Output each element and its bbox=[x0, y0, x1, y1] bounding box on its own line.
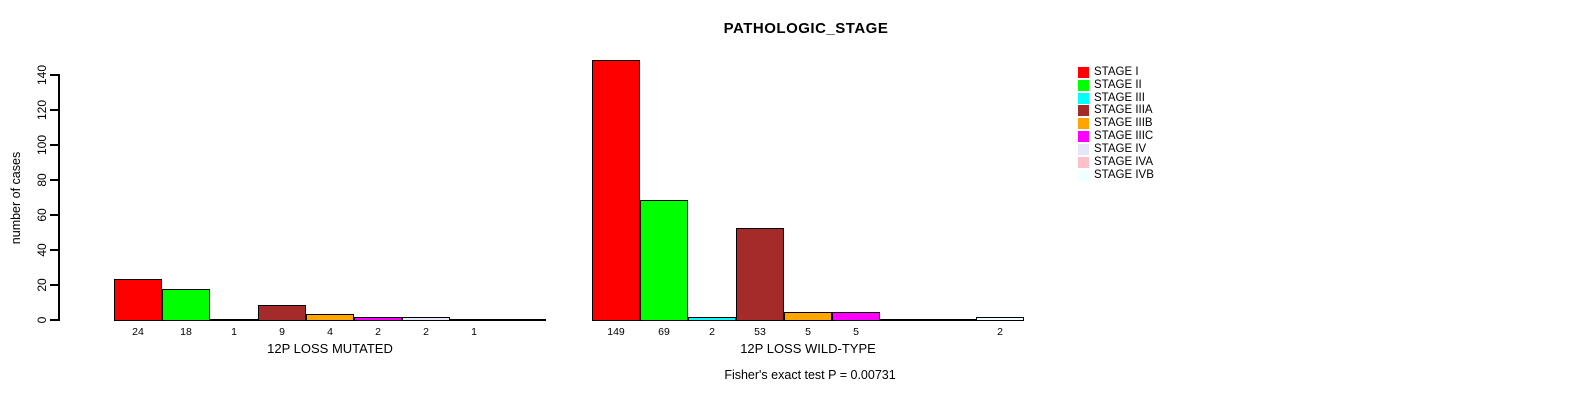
legend-label: STAGE IIIA bbox=[1094, 104, 1153, 117]
bar-value-label: 18 bbox=[180, 326, 192, 338]
y-tick bbox=[50, 74, 58, 76]
legend-swatch-stage-ii bbox=[1078, 79, 1089, 91]
y-tick bbox=[50, 214, 58, 216]
bar-value-label: 5 bbox=[805, 326, 811, 338]
bar-value-label: 4 bbox=[327, 326, 333, 338]
legend-item-stage-iiic: STAGE IIIC bbox=[1078, 130, 1154, 143]
legend-swatch-stage-iii bbox=[1078, 92, 1089, 104]
legend-label: STAGE IV bbox=[1094, 142, 1147, 155]
legend-swatch-stage-iiic bbox=[1078, 131, 1089, 143]
bar-value-label: 2 bbox=[997, 326, 1003, 338]
bar-stage-iiib bbox=[784, 312, 832, 321]
y-tick bbox=[50, 109, 58, 111]
group-label-mutated: 12P LOSS MUTATED bbox=[267, 341, 393, 356]
bar-stage-iiia bbox=[736, 228, 784, 321]
y-tick-label: 80 bbox=[35, 173, 49, 187]
y-tick bbox=[50, 249, 58, 251]
group-label-wildtype: 12P LOSS WILD-TYPE bbox=[740, 341, 876, 356]
bar-value-label: 24 bbox=[132, 326, 144, 338]
y-axis-label: number of cases bbox=[9, 151, 23, 245]
y-tick-label: 0 bbox=[35, 316, 49, 324]
bar-stage-iiia bbox=[258, 305, 306, 321]
legend-item-stage-iii: STAGE III bbox=[1078, 92, 1154, 105]
bar-value-label: 2 bbox=[709, 326, 715, 338]
legend-swatch-stage-ivb bbox=[1078, 169, 1089, 181]
y-tick bbox=[50, 179, 58, 181]
bar-stage-iiic bbox=[354, 317, 402, 321]
legend-label: STAGE IIIB bbox=[1094, 117, 1153, 130]
legend-item-stage-ivb: STAGE IVB bbox=[1078, 169, 1154, 182]
bar-value-label: 1 bbox=[231, 326, 237, 338]
legend-label: STAGE II bbox=[1094, 78, 1142, 91]
legend-item-stage-i: STAGE I bbox=[1078, 66, 1154, 79]
y-axis-line bbox=[58, 74, 60, 321]
legend-swatch-stage-i bbox=[1078, 66, 1089, 78]
legend-swatch-stage-iv bbox=[1078, 143, 1089, 155]
bar-value-label: 69 bbox=[658, 326, 670, 338]
bar-value-label: 2 bbox=[375, 326, 381, 338]
bar-stage-i bbox=[592, 60, 640, 321]
bar-value-label: 5 bbox=[853, 326, 859, 338]
y-tick-label: 100 bbox=[35, 134, 49, 156]
bar-stage-iv bbox=[402, 317, 450, 321]
legend-label: STAGE I bbox=[1094, 65, 1139, 78]
bar-value-label: 149 bbox=[607, 326, 625, 338]
y-tick bbox=[50, 284, 58, 286]
legend-swatch-stage-iva bbox=[1078, 156, 1089, 168]
y-tick bbox=[50, 319, 58, 321]
y-tick bbox=[50, 144, 58, 146]
bar-value-label: 9 bbox=[279, 326, 285, 338]
bar-value-label: 53 bbox=[754, 326, 766, 338]
bar-stage-iiic bbox=[832, 312, 880, 321]
bar-stage-ivb bbox=[976, 317, 1024, 321]
bar-stage-iii bbox=[688, 317, 736, 321]
bar-stage-ii bbox=[162, 289, 210, 321]
bar-stage-ii bbox=[640, 200, 688, 321]
legend-label: STAGE III bbox=[1094, 91, 1145, 104]
legend-item-stage-iiia: STAGE IIIA bbox=[1078, 105, 1154, 118]
bar-stage-iii bbox=[210, 319, 258, 321]
legend-swatch-stage-iiia bbox=[1078, 105, 1089, 117]
legend-item-stage-iva: STAGE IVA bbox=[1078, 156, 1154, 169]
bar-stage-iiib bbox=[306, 314, 354, 321]
bar-stage-iva bbox=[450, 319, 498, 321]
bar-stage-i bbox=[114, 279, 162, 321]
bar-value-label: 2 bbox=[423, 326, 429, 338]
chart-title: PATHOLOGIC_STAGE bbox=[723, 20, 889, 37]
bar-value-label: 1 bbox=[471, 326, 477, 338]
y-tick-label: 40 bbox=[35, 243, 49, 257]
y-tick-label: 60 bbox=[35, 208, 49, 222]
legend-label: STAGE IVA bbox=[1094, 155, 1154, 168]
y-tick-label: 20 bbox=[35, 278, 49, 292]
legend-label: STAGE IIIC bbox=[1094, 130, 1154, 143]
legend-item-stage-ii: STAGE II bbox=[1078, 79, 1154, 92]
fisher-test-annotation: Fisher's exact test P = 0.00731 bbox=[724, 368, 896, 382]
legend-item-stage-iv: STAGE IV bbox=[1078, 143, 1154, 156]
y-tick-label: 140 bbox=[35, 64, 49, 86]
legend: STAGE I STAGE II STAGE III STAGE IIIA STAGE … bbox=[1078, 66, 1154, 182]
legend-label: STAGE IVB bbox=[1094, 168, 1154, 181]
legend-item-stage-iiib: STAGE IIIB bbox=[1078, 117, 1154, 130]
y-tick-label: 120 bbox=[35, 99, 49, 121]
legend-swatch-stage-iiib bbox=[1078, 118, 1089, 130]
